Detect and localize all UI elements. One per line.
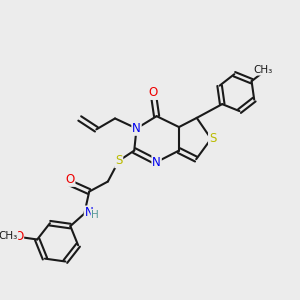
Text: CH₃: CH₃ <box>254 65 273 75</box>
Text: S: S <box>209 132 216 145</box>
Text: O: O <box>65 173 75 186</box>
Text: O: O <box>14 230 23 243</box>
Text: N: N <box>85 206 93 219</box>
Text: O: O <box>148 86 158 99</box>
Text: N: N <box>152 155 161 169</box>
Text: H: H <box>92 210 99 220</box>
Text: S: S <box>115 154 122 167</box>
Text: CH₃: CH₃ <box>0 231 17 242</box>
Text: N: N <box>132 122 141 135</box>
